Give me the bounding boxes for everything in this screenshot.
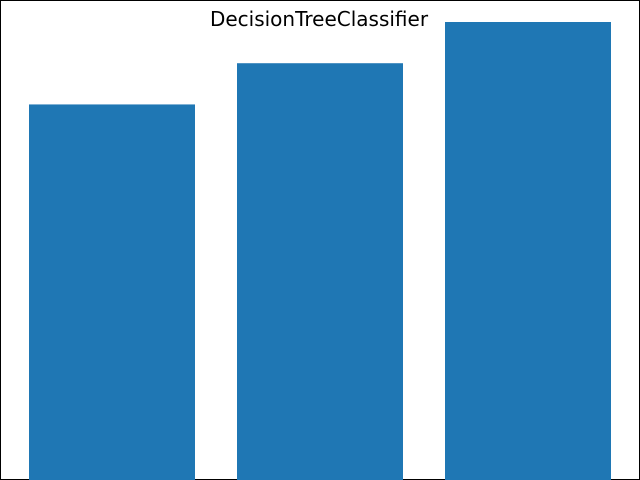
- chart-title: DecisionTreeClassifier: [210, 7, 429, 31]
- bar-2: [237, 63, 403, 480]
- bar-3: [445, 22, 611, 480]
- bars-group: [29, 22, 611, 480]
- bar-1: [29, 104, 195, 480]
